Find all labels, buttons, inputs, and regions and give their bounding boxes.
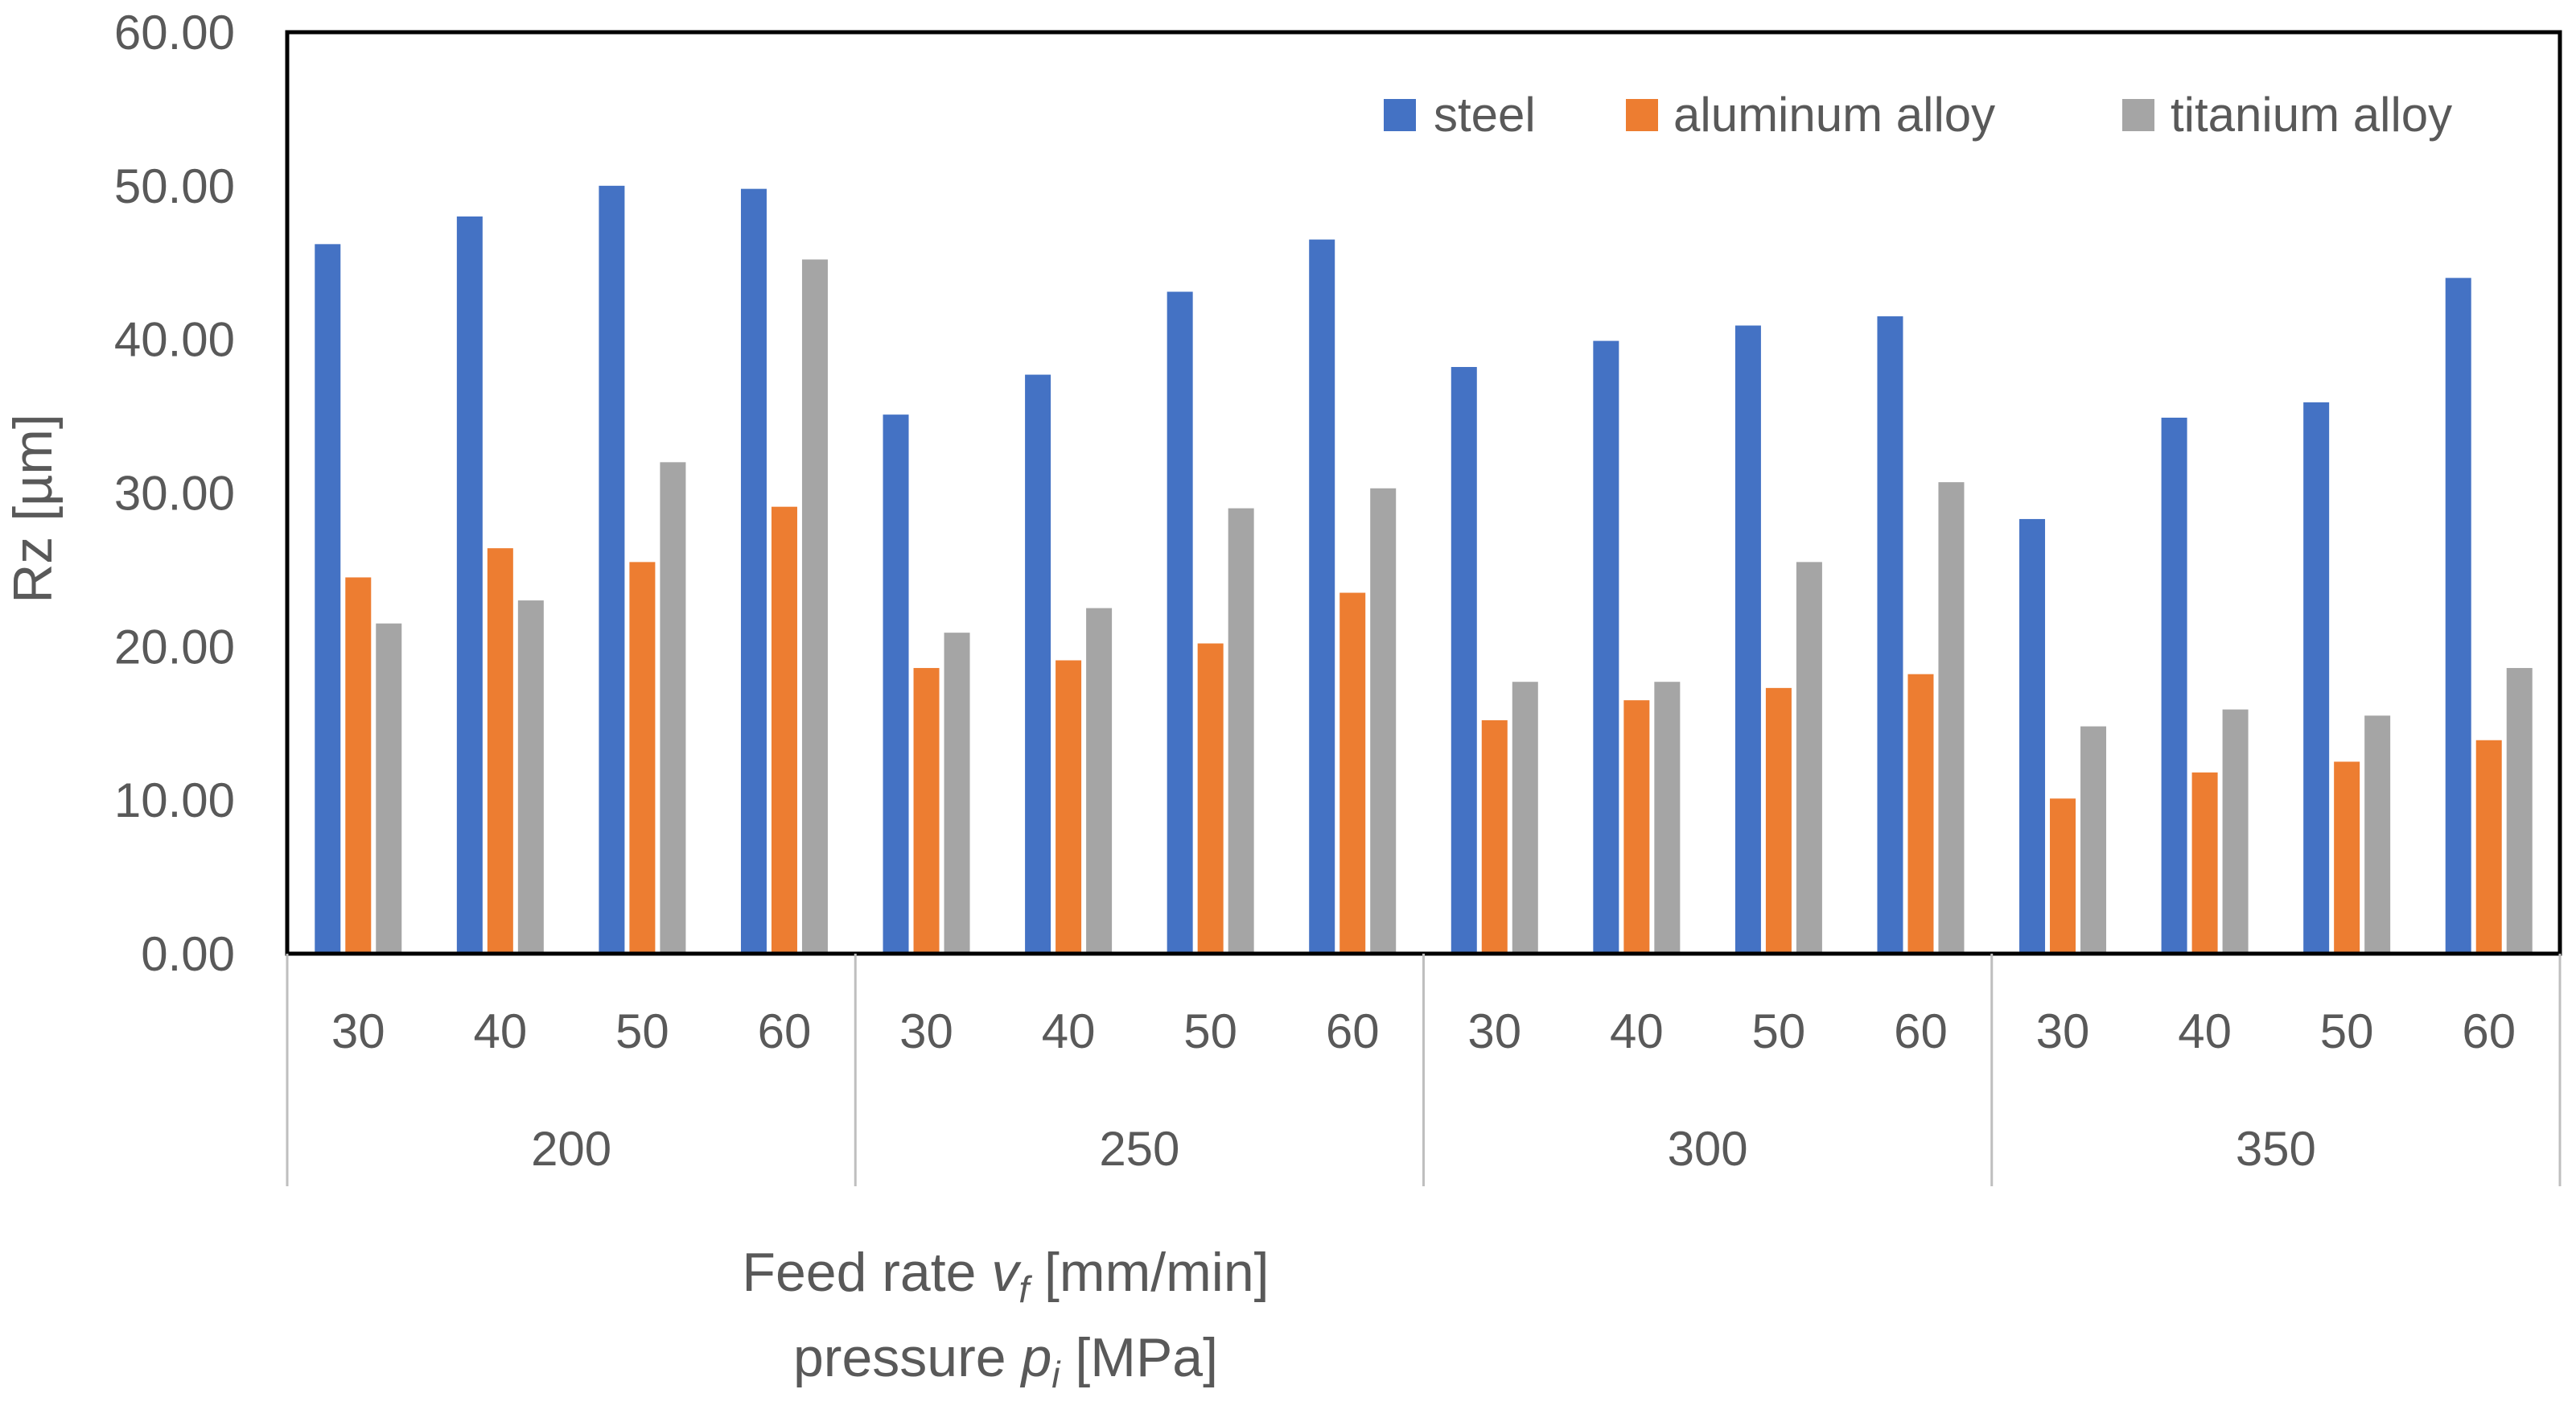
x-tick-label: 40 bbox=[1610, 1004, 1664, 1058]
bar-steel bbox=[1734, 325, 1761, 954]
x-axis-title-line2-prefix: pressure bbox=[793, 1327, 1021, 1388]
y-tick-label: 50.00 bbox=[114, 159, 235, 213]
bar-titanium-alloy bbox=[1512, 682, 1538, 954]
bar-aluminum-alloy bbox=[1056, 660, 1082, 954]
bar-steel bbox=[1025, 374, 1051, 954]
bar-aluminum-alloy bbox=[913, 668, 940, 954]
y-tick-label: 0.00 bbox=[141, 927, 235, 981]
bar-titanium-alloy bbox=[1938, 482, 1965, 954]
x-tick-label: 30 bbox=[899, 1004, 953, 1058]
group-label: 250 bbox=[1099, 1122, 1179, 1176]
bar-steel bbox=[2019, 518, 2046, 954]
group-label: 350 bbox=[2236, 1122, 2316, 1176]
bar-aluminum-alloy bbox=[487, 548, 513, 954]
bar-aluminum-alloy bbox=[2050, 798, 2076, 954]
x-axis-title-line1-var: v bbox=[991, 1242, 1022, 1303]
legend: steel aluminum alloy titanium alloy bbox=[1384, 88, 2452, 142]
x-axis-title-line1-prefix: Feed rate bbox=[742, 1242, 991, 1303]
bar-titanium-alloy bbox=[517, 600, 544, 954]
bar-aluminum-alloy bbox=[2475, 740, 2502, 954]
x-tick-label: 60 bbox=[758, 1004, 812, 1058]
axes-layer bbox=[285, 30, 2562, 1186]
bar-aluminum-alloy bbox=[2191, 772, 2218, 954]
bar-titanium-alloy bbox=[1086, 608, 1113, 954]
bar-steel bbox=[2161, 417, 2187, 954]
bar-steel bbox=[1451, 367, 1477, 954]
bar-steel bbox=[1877, 316, 1903, 954]
x-tick-label: 30 bbox=[331, 1004, 385, 1058]
bar-titanium-alloy bbox=[1370, 488, 1397, 954]
x-tick-label: 50 bbox=[2320, 1004, 2374, 1058]
bar-steel bbox=[456, 216, 483, 954]
bar-titanium-alloy bbox=[2222, 709, 2249, 954]
bar-titanium-alloy bbox=[376, 623, 402, 954]
bar-steel bbox=[1167, 291, 1193, 954]
x-axis-title-line2: pressure pi [MPa] bbox=[793, 1327, 1218, 1395]
x-axis-title-line2-sub: i bbox=[1051, 1354, 1061, 1395]
group-label: 200 bbox=[531, 1122, 611, 1176]
x-tick-label: 60 bbox=[2462, 1004, 2516, 1058]
bar-steel bbox=[1593, 340, 1619, 954]
x-tick-label: 40 bbox=[473, 1004, 527, 1058]
bar-titanium-alloy bbox=[1654, 682, 1681, 954]
x-tick-label: 40 bbox=[1042, 1004, 1096, 1058]
bar-aluminum-alloy bbox=[1197, 643, 1224, 954]
x-axis-title-line1-suffix: [mm/min] bbox=[1029, 1242, 1269, 1303]
bar-aluminum-alloy bbox=[2334, 761, 2360, 954]
bar-aluminum-alloy bbox=[1907, 674, 1934, 954]
y-tick-label: 20.00 bbox=[114, 620, 235, 674]
bar-steel bbox=[2303, 402, 2330, 954]
bar-titanium-alloy bbox=[660, 462, 686, 954]
bar-steel bbox=[1309, 239, 1335, 954]
bar-aluminum-alloy bbox=[1339, 592, 1366, 954]
bar-titanium-alloy bbox=[1228, 508, 1254, 954]
bar-steel bbox=[599, 185, 625, 954]
y-axis-title: Rz [µm] bbox=[2, 414, 64, 604]
bar-aluminum-alloy bbox=[1623, 700, 1650, 954]
x-tick-label: 30 bbox=[1467, 1004, 1521, 1058]
x-axis-title-line1-sub: f bbox=[1018, 1268, 1032, 1310]
bar-aluminum-alloy bbox=[629, 562, 656, 954]
y-tick-label: 40.00 bbox=[114, 313, 235, 367]
bar-aluminum-alloy bbox=[1765, 687, 1792, 954]
x-axis-title-line2-suffix: [MPa] bbox=[1060, 1327, 1219, 1388]
x-axis-title-line2-var: p bbox=[1019, 1327, 1051, 1388]
bar-aluminum-alloy bbox=[345, 577, 372, 954]
bar-steel bbox=[315, 244, 341, 954]
bar-steel bbox=[740, 188, 767, 954]
y-tick-label: 60.00 bbox=[114, 6, 235, 60]
bars-layer bbox=[315, 185, 2533, 954]
bar-titanium-alloy bbox=[2364, 715, 2391, 954]
bar-titanium-alloy bbox=[944, 633, 970, 954]
bar-titanium-alloy bbox=[2080, 726, 2107, 954]
bar-titanium-alloy bbox=[2506, 668, 2533, 954]
x-tick-label: 50 bbox=[615, 1004, 669, 1058]
bar-aluminum-alloy bbox=[1481, 719, 1508, 954]
y-tick-label: 10.00 bbox=[114, 773, 235, 827]
legend-swatch-aluminum-alloy bbox=[1626, 99, 1658, 131]
y-tick-label: 30.00 bbox=[114, 467, 235, 521]
x-tick-label: 60 bbox=[1894, 1004, 1948, 1058]
bar-titanium-alloy bbox=[1796, 562, 1822, 954]
x-axis-title-line1: Feed rate vf [mm/min] bbox=[742, 1242, 1269, 1310]
bar-aluminum-alloy bbox=[771, 506, 797, 954]
bar-titanium-alloy bbox=[801, 259, 828, 954]
group-label: 300 bbox=[1668, 1122, 1748, 1176]
legend-swatch-steel bbox=[1384, 99, 1416, 131]
x-tick-label: 50 bbox=[1183, 1004, 1237, 1058]
bar-steel bbox=[2445, 278, 2471, 954]
tick-labels-layer: 0.00 10.00 20.00 30.00 40.00 50.00 60.00 30 40 50… bbox=[114, 6, 2516, 1176]
x-tick-label: 50 bbox=[1752, 1004, 1806, 1058]
legend-label-aluminum-alloy: aluminum alloy bbox=[1673, 88, 1995, 142]
legend-label-steel: steel bbox=[1434, 88, 1536, 142]
bar-steel bbox=[883, 414, 909, 954]
legend-swatch-titanium-alloy bbox=[2122, 99, 2154, 131]
x-tick-label: 30 bbox=[2036, 1004, 2090, 1058]
legend-label-titanium-alloy: titanium alloy bbox=[2171, 88, 2452, 142]
x-tick-label: 60 bbox=[1326, 1004, 1380, 1058]
x-tick-label: 40 bbox=[2178, 1004, 2232, 1058]
